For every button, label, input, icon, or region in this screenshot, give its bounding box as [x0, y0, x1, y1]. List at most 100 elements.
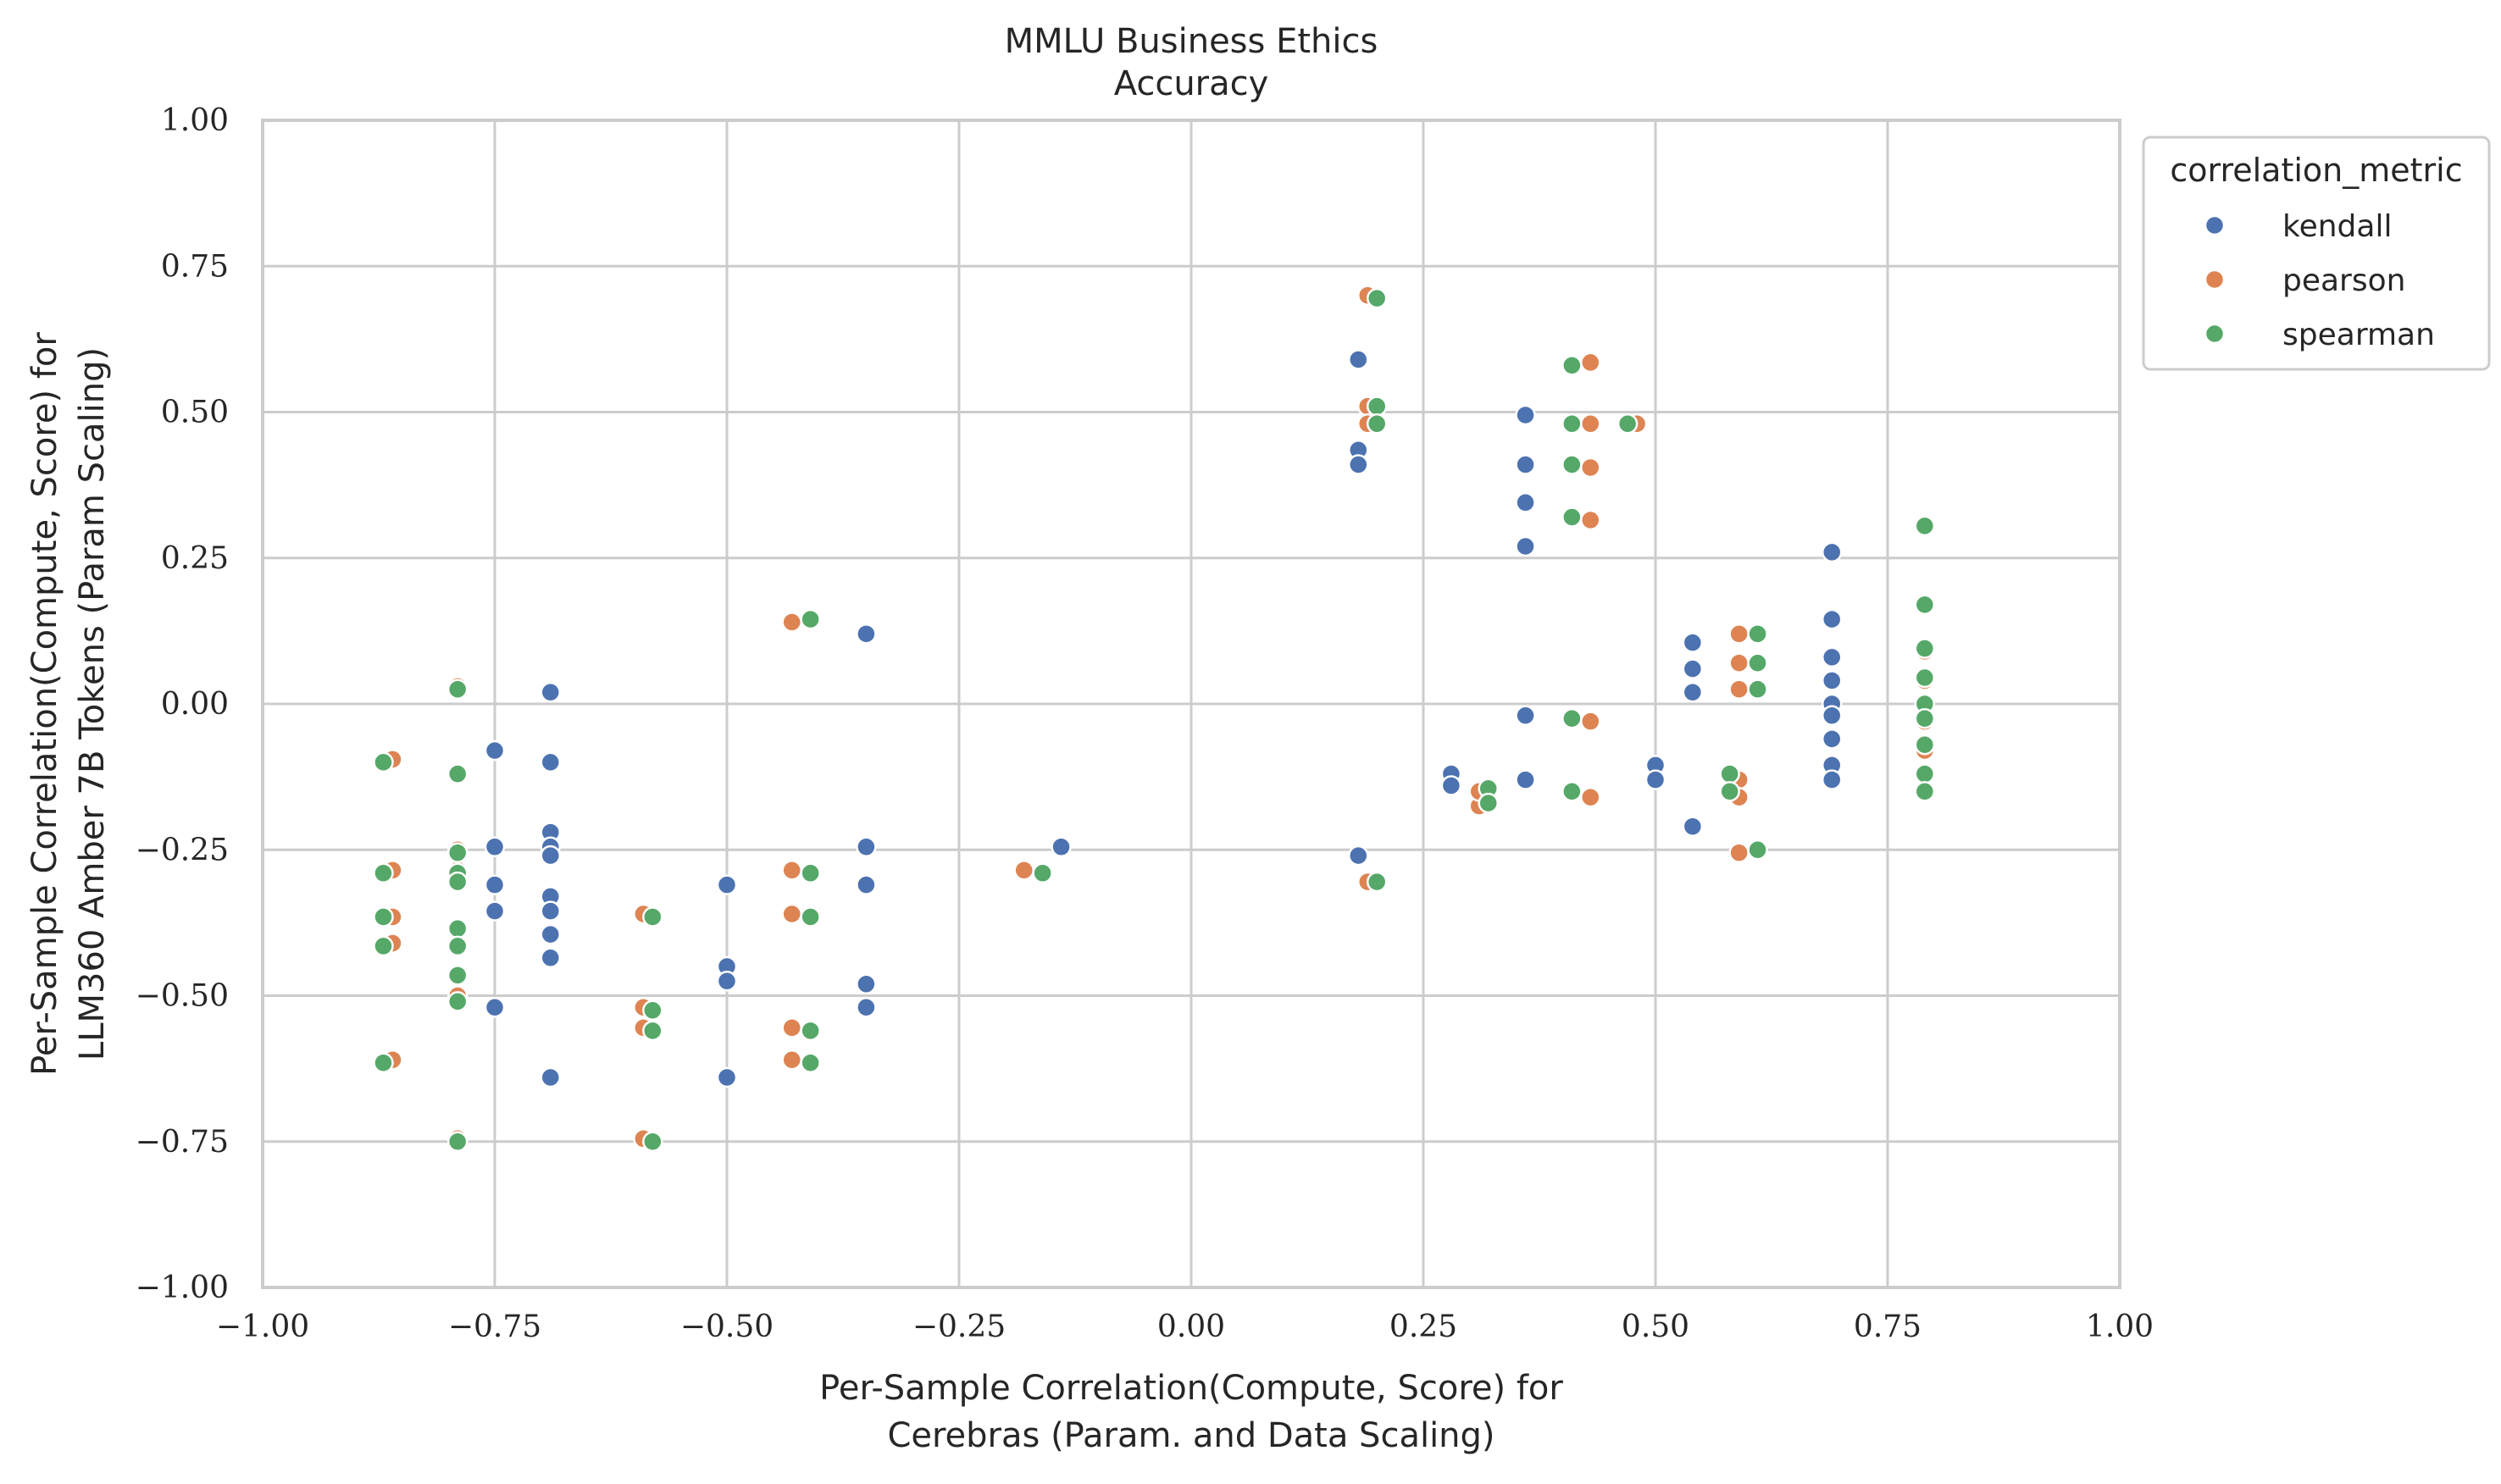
- kendall-point: [1644, 769, 1666, 790]
- spearman-point: [373, 935, 394, 957]
- kendall-point: [1515, 705, 1536, 727]
- spearman-point: [800, 906, 821, 928]
- spearman-point: [1914, 781, 1936, 802]
- chart-title: MMLU Business Ethics: [1005, 22, 1378, 61]
- spearman-point: [446, 678, 469, 700]
- kendall-point: [540, 681, 562, 703]
- x-tick-label: 0.00: [1157, 1310, 1225, 1344]
- x-tick-label: 0.75: [1854, 1310, 1922, 1344]
- pearson-point: [781, 1017, 802, 1038]
- y-tick-label: −1.00: [136, 1271, 229, 1305]
- kendall-point: [1440, 775, 1462, 796]
- pearson-point: [781, 903, 802, 925]
- spearman-point: [1914, 667, 1936, 689]
- kendall-point: [540, 947, 562, 968]
- spearman-point: [1747, 652, 1768, 674]
- kendall-point: [1682, 816, 1704, 837]
- spearman-point: [1478, 792, 1499, 814]
- spearman-point: [1366, 287, 1388, 309]
- legend-marker-kendall: [2204, 214, 2226, 236]
- spearman-point: [1366, 413, 1388, 435]
- spearman-point: [1616, 413, 1639, 435]
- spearman-point: [1719, 781, 1740, 802]
- spearman-point: [373, 862, 394, 884]
- y-axis-label-line1: Per-Sample Correlation(Compute, Score) f…: [25, 332, 64, 1076]
- kendall-point: [856, 836, 877, 858]
- kendall-point: [1682, 632, 1704, 653]
- spearman-point: [1747, 839, 1768, 861]
- kendall-point: [856, 973, 877, 994]
- spearman-point: [1366, 396, 1388, 417]
- legend-marker-pearson: [2204, 269, 2226, 291]
- y-axis-ticks: −1.00 −0.75 −0.50 −0.25 0.00 0.25 0.50 0.75 1.00: [136, 103, 229, 1305]
- kendall-point: [1515, 454, 1536, 475]
- spearman-point: [642, 999, 663, 1021]
- kendall-point: [1821, 646, 1843, 668]
- y-tick-label: 0.50: [161, 396, 229, 430]
- spearman-point: [1914, 594, 1936, 616]
- x-tick-label: −0.50: [680, 1310, 774, 1344]
- spearman-point: [1914, 707, 1936, 729]
- kendall-point: [1515, 492, 1536, 513]
- pearson-point: [1728, 678, 1750, 700]
- spearman-point: [1561, 507, 1583, 528]
- pearson-point: [1580, 352, 1601, 374]
- spearman-point: [800, 608, 821, 630]
- kendall-point: [484, 874, 506, 895]
- kendall-point: [1348, 454, 1369, 475]
- y-tick-label: 1.00: [161, 103, 229, 138]
- kendall-point: [540, 923, 562, 945]
- kendall-point: [1051, 836, 1072, 858]
- spearman-point: [1747, 678, 1768, 700]
- kendall-point: [484, 836, 506, 858]
- spearman-point: [1914, 763, 1936, 784]
- kendall-point: [856, 623, 877, 645]
- kendall-point: [540, 751, 562, 773]
- kendall-point: [1821, 728, 1843, 750]
- kendall-point: [1821, 769, 1843, 790]
- y-tick-label: 0.75: [161, 249, 229, 284]
- spearman-point: [1747, 623, 1768, 645]
- kendall-point: [716, 971, 738, 992]
- pearson-point: [1013, 860, 1034, 881]
- spearman-point: [1561, 454, 1583, 475]
- spearman-point: [446, 763, 469, 784]
- x-axis-ticks: −1.00 −0.75 −0.50 −0.25 0.00 0.25 0.50 0.75 1.00: [216, 1310, 2154, 1344]
- spearman-point: [446, 1131, 469, 1152]
- kendall-point: [484, 900, 506, 922]
- pearson-point: [1580, 711, 1601, 732]
- kendall-point: [484, 739, 506, 761]
- spearman-point: [1561, 413, 1583, 435]
- kendall-point: [856, 874, 877, 895]
- kendall-point: [1515, 769, 1536, 790]
- spearman-point: [446, 842, 469, 863]
- x-axis-label-line1: Per-Sample Correlation(Compute, Score) f…: [819, 1369, 1563, 1408]
- pearson-point: [1728, 623, 1750, 645]
- x-axis-label-line2: Cerebras (Param. and Data Scaling): [887, 1416, 1494, 1455]
- spearman-point: [1366, 871, 1388, 893]
- pearson-point: [1580, 457, 1601, 479]
- y-axis-label-line2: LLM360 Amber 7B Tokens (Param Scaling): [73, 347, 112, 1060]
- spearman-point: [800, 862, 821, 884]
- x-tick-label: 1.00: [2086, 1310, 2154, 1344]
- y-tick-label: 0.25: [161, 541, 229, 576]
- spearman-point: [1561, 355, 1583, 376]
- pearson-point: [1580, 509, 1601, 531]
- spearman-point: [1561, 781, 1583, 802]
- spearman-point: [446, 918, 469, 939]
- spearman-point: [373, 906, 394, 928]
- spearman-point: [446, 965, 469, 986]
- legend-title: correlation_metric: [2170, 152, 2462, 189]
- spearman-point: [446, 991, 469, 1012]
- kendall-point: [1821, 541, 1843, 563]
- kendall-point: [1821, 608, 1843, 630]
- spearman-point: [1032, 862, 1053, 884]
- kendall-point: [1348, 844, 1369, 867]
- spearman-point: [373, 1052, 394, 1073]
- y-tick-label: −0.25: [136, 833, 229, 867]
- legend-marker-spearman: [2204, 323, 2226, 345]
- kendall-point: [716, 1066, 738, 1088]
- spearman-point: [800, 1020, 821, 1042]
- kendall-point: [1821, 705, 1843, 727]
- pearson-point: [781, 1049, 802, 1071]
